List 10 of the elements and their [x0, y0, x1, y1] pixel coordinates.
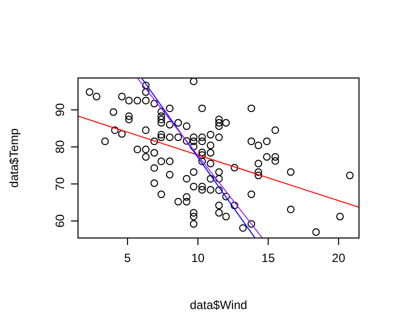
x-tick-label: 5: [124, 251, 132, 265]
x-tick-label: 20: [332, 251, 346, 265]
y-tick-label: 80: [53, 140, 67, 154]
y-tick-label: 90: [53, 102, 67, 117]
y-axis-title: data$Temp: [7, 128, 21, 188]
x-tick-label: 15: [262, 251, 276, 265]
x-tick-label: 10: [191, 251, 205, 265]
y-tick-label: 60: [53, 214, 67, 228]
x-axis-title: data$Wind: [190, 298, 248, 312]
y-tick-label: 70: [53, 176, 67, 191]
